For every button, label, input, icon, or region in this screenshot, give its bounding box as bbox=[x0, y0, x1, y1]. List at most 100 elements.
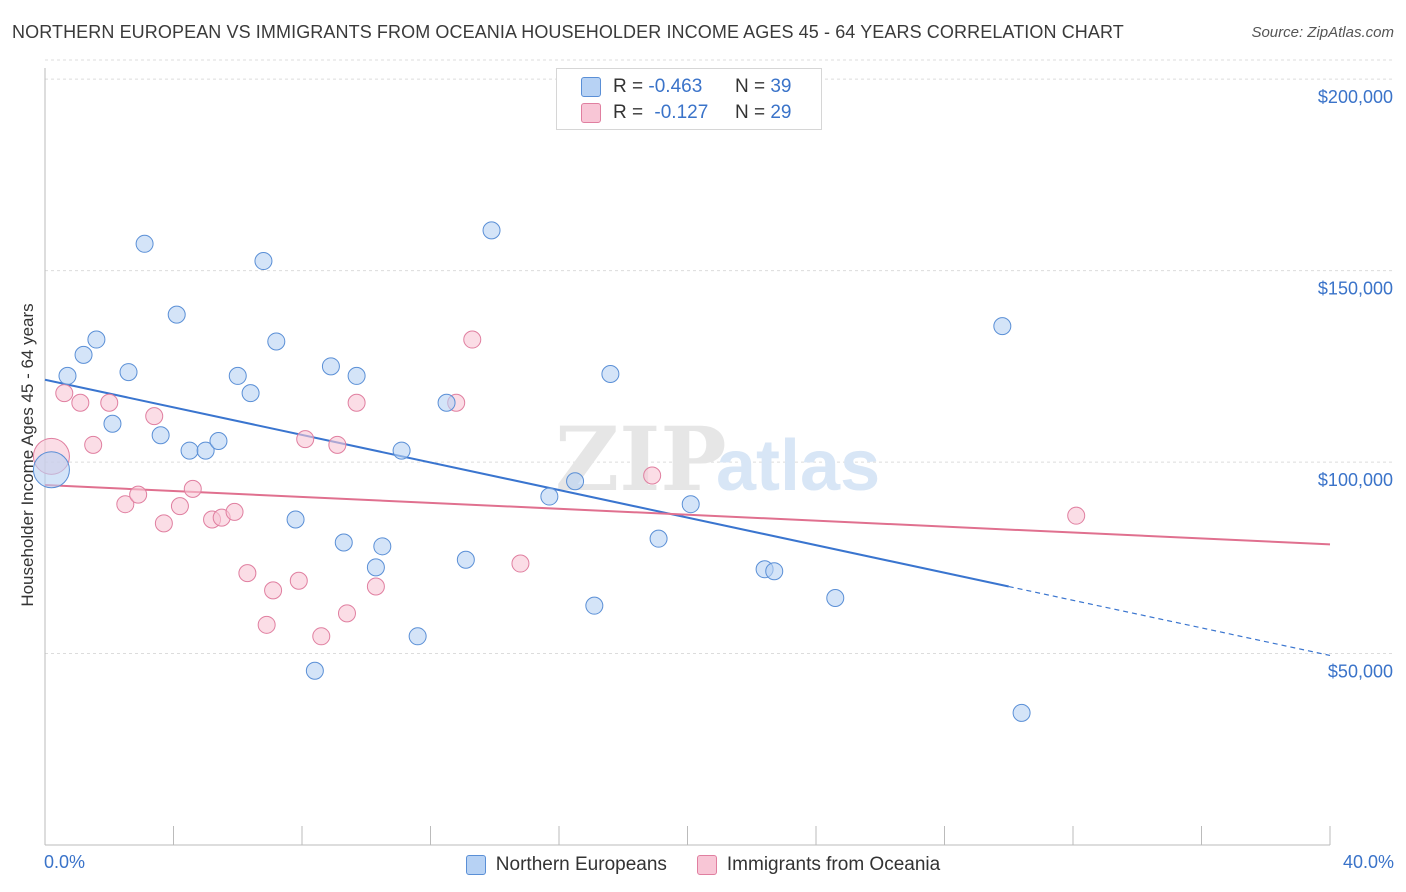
point-northern-european bbox=[267, 332, 286, 351]
point-northern-european bbox=[765, 562, 784, 581]
point-northern-european bbox=[408, 627, 427, 646]
point-northern-european bbox=[196, 441, 215, 460]
trend-line-northern-europeans bbox=[44, 378, 1009, 588]
legend-swatch-pink bbox=[696, 855, 717, 875]
trend-line-oceania bbox=[44, 484, 1331, 546]
point-northern-european bbox=[566, 472, 585, 491]
legend-series-name: Northern Europeans bbox=[495, 854, 667, 875]
point-northern-european bbox=[993, 317, 1012, 336]
point-oceania bbox=[257, 615, 276, 634]
point-northern-european bbox=[334, 533, 353, 552]
point-northern-european bbox=[241, 384, 260, 403]
point-northern-european bbox=[373, 537, 392, 556]
point-oceania bbox=[511, 554, 530, 573]
point-northern-european bbox=[58, 366, 77, 385]
point-northern-european bbox=[321, 357, 340, 376]
series-legend: Northern Europeans Immigrants from Ocean… bbox=[0, 852, 1406, 878]
legend-n-label: N = bbox=[734, 76, 766, 97]
point-northern-european bbox=[286, 510, 305, 529]
point-northern-european bbox=[32, 451, 70, 489]
point-northern-european bbox=[681, 495, 700, 514]
point-northern-european bbox=[540, 487, 559, 506]
watermark: ZIP atlas bbox=[555, 407, 880, 511]
watermark-atlas: atlas bbox=[716, 426, 880, 506]
legend-r-value: -0.127 bbox=[654, 102, 709, 123]
point-oceania bbox=[183, 479, 202, 498]
point-northern-european bbox=[209, 432, 228, 451]
point-northern-european bbox=[392, 441, 411, 460]
point-oceania bbox=[55, 384, 74, 403]
point-oceania bbox=[116, 495, 135, 514]
point-northern-european bbox=[135, 234, 154, 253]
point-oceania bbox=[347, 393, 366, 412]
point-northern-european bbox=[180, 441, 199, 460]
point-oceania bbox=[264, 581, 283, 600]
point-oceania bbox=[129, 485, 148, 504]
x-tick-label-max: 40.0% bbox=[1342, 852, 1394, 872]
point-oceania bbox=[71, 393, 90, 412]
point-northern-european bbox=[167, 305, 186, 324]
point-oceania bbox=[312, 627, 331, 646]
point-northern-european bbox=[119, 363, 138, 382]
legend-row-northern-europeans: R = -0.463 N = 39 bbox=[581, 75, 791, 99]
point-northern-european bbox=[87, 330, 106, 349]
point-northern-european bbox=[366, 558, 385, 577]
legend-item-oceania: Immigrants from Oceania bbox=[696, 854, 941, 876]
legend-swatch-pink bbox=[581, 103, 601, 123]
point-northern-european bbox=[585, 596, 604, 615]
point-oceania bbox=[337, 604, 356, 623]
grid-lines bbox=[45, 59, 1395, 655]
point-northern-european bbox=[1012, 703, 1031, 722]
point-northern-european bbox=[649, 529, 668, 548]
point-oceania bbox=[84, 435, 103, 454]
y-tick-labels: $50,000 $100,000 $150,000 $200,000 bbox=[1318, 87, 1393, 681]
point-oceania bbox=[296, 430, 315, 449]
point-northern-european bbox=[347, 366, 366, 385]
point-oceania bbox=[289, 571, 308, 590]
point-northern-european bbox=[103, 414, 122, 433]
point-oceania bbox=[1067, 506, 1086, 525]
point-oceania bbox=[328, 435, 347, 454]
point-oceania bbox=[225, 502, 244, 521]
legend-swatch-blue bbox=[465, 855, 486, 875]
point-oceania bbox=[154, 514, 173, 533]
point-oceania bbox=[366, 577, 385, 596]
point-oceania bbox=[100, 393, 119, 412]
legend-r-label: R = bbox=[613, 76, 644, 97]
legend-r-value: -0.463 bbox=[648, 76, 703, 97]
legend-swatch-blue bbox=[581, 77, 601, 97]
legend-n-label: N = bbox=[734, 102, 766, 123]
legend-r-label: R = bbox=[613, 102, 644, 123]
watermark-zip: ZIP bbox=[555, 407, 727, 511]
trend-lines bbox=[44, 378, 1331, 657]
point-northern-european bbox=[482, 221, 501, 240]
point-northern-european bbox=[254, 252, 273, 271]
point-oceania bbox=[643, 466, 662, 485]
point-northern-european bbox=[74, 345, 93, 364]
legend-row-oceania: R = -0.127 N = 29 bbox=[581, 101, 791, 125]
point-northern-european bbox=[826, 589, 845, 608]
point-northern-european bbox=[456, 550, 475, 569]
x-tick-label-min: 0.0% bbox=[44, 852, 86, 872]
y-axis-label: Householder Income Ages 45 - 64 years bbox=[18, 303, 37, 607]
point-oceania bbox=[238, 564, 257, 583]
legend-series-name: Immigrants from Oceania bbox=[726, 854, 941, 875]
point-northern-european bbox=[601, 365, 620, 383]
legend-n-value: 29 bbox=[770, 102, 792, 123]
legend-n-value: 39 bbox=[770, 76, 792, 97]
legend-item-northern-europeans: Northern Europeans bbox=[465, 854, 667, 876]
point-northern-european bbox=[305, 661, 324, 680]
chart-title: NORTHERN EUROPEAN VS IMMIGRANTS FROM OCE… bbox=[12, 22, 1124, 42]
point-oceania bbox=[463, 330, 482, 349]
y-tick-label: $50,000 bbox=[1328, 662, 1393, 682]
point-northern-european bbox=[437, 393, 456, 412]
point-oceania bbox=[145, 407, 164, 426]
point-northern-european bbox=[228, 366, 247, 385]
source-label: Source: ZipAtlas.com bbox=[1251, 24, 1394, 41]
y-tick-label: $200,000 bbox=[1318, 87, 1393, 107]
y-tick-label: $150,000 bbox=[1318, 279, 1393, 299]
trend-line-extension bbox=[1008, 585, 1331, 657]
point-northern-european bbox=[151, 426, 170, 445]
point-oceania bbox=[170, 497, 189, 516]
